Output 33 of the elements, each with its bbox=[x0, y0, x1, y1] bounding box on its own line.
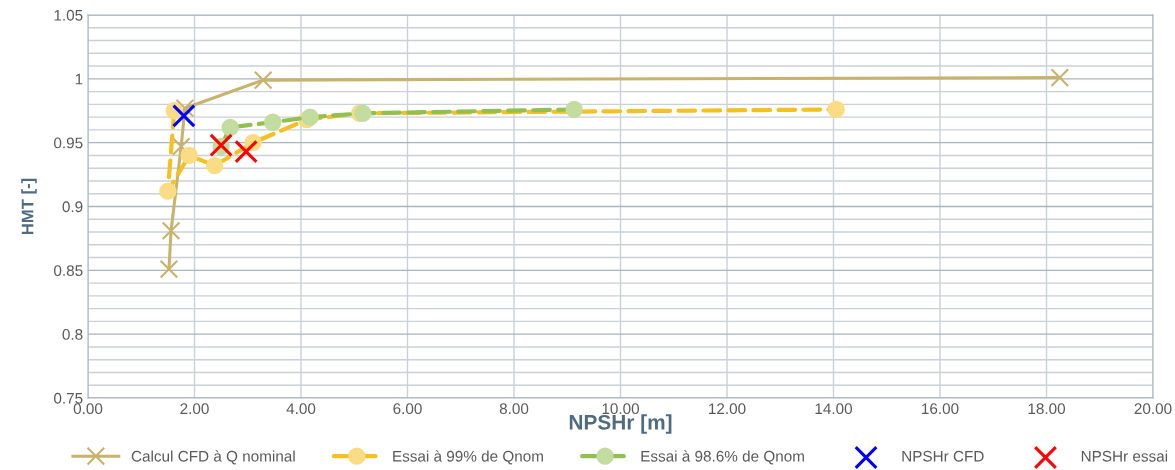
y-axis-title: HMT [-] bbox=[21, 178, 37, 235]
x-tick-label: 18.00 bbox=[1028, 403, 1066, 415]
y-tick-label: 0.9 bbox=[62, 201, 83, 213]
y-tick-label: 1 bbox=[75, 73, 83, 85]
x-axis-title: NPSHr [m] bbox=[569, 414, 672, 434]
point bbox=[171, 137, 191, 156]
point bbox=[234, 139, 258, 164]
y-tick-label: 0.85 bbox=[54, 265, 83, 277]
legend-label: Calcul CFD à Q nominal bbox=[131, 450, 295, 465]
legend-label: Essai à 99% de Qnom bbox=[393, 450, 543, 465]
point bbox=[159, 259, 179, 279]
point bbox=[161, 221, 181, 241]
y-tick-label: 0.8 bbox=[62, 329, 83, 340]
legend-label: Essai à 98.6% de Qnom bbox=[641, 450, 804, 465]
legend-label: NPSHr essai bbox=[1081, 450, 1168, 462]
x-tick-label: 20.00 bbox=[1134, 403, 1172, 415]
legend-label: NPSHr CFD bbox=[902, 450, 984, 462]
x-tick-label: 0.00 bbox=[73, 403, 103, 415]
point bbox=[172, 104, 196, 128]
point bbox=[1050, 68, 1070, 87]
x-tick-label: 16.00 bbox=[922, 403, 959, 415]
x-tick-label: 10.00 bbox=[602, 403, 640, 415]
x-tick-label: 2.00 bbox=[180, 403, 209, 415]
y-tick-label: 0.95 bbox=[54, 137, 83, 149]
x-tick-label: 6.00 bbox=[393, 403, 422, 415]
y-tick-label: 1.05 bbox=[54, 9, 83, 21]
x-tick-label: 8.00 bbox=[499, 403, 529, 415]
point bbox=[175, 98, 195, 118]
x-tick-label: 4.00 bbox=[286, 403, 316, 415]
point bbox=[253, 70, 273, 90]
x-tick-label: 14.00 bbox=[815, 403, 853, 415]
x-tick-label: 12.00 bbox=[709, 403, 746, 415]
y-tick-label: 0.75 bbox=[54, 392, 83, 404]
